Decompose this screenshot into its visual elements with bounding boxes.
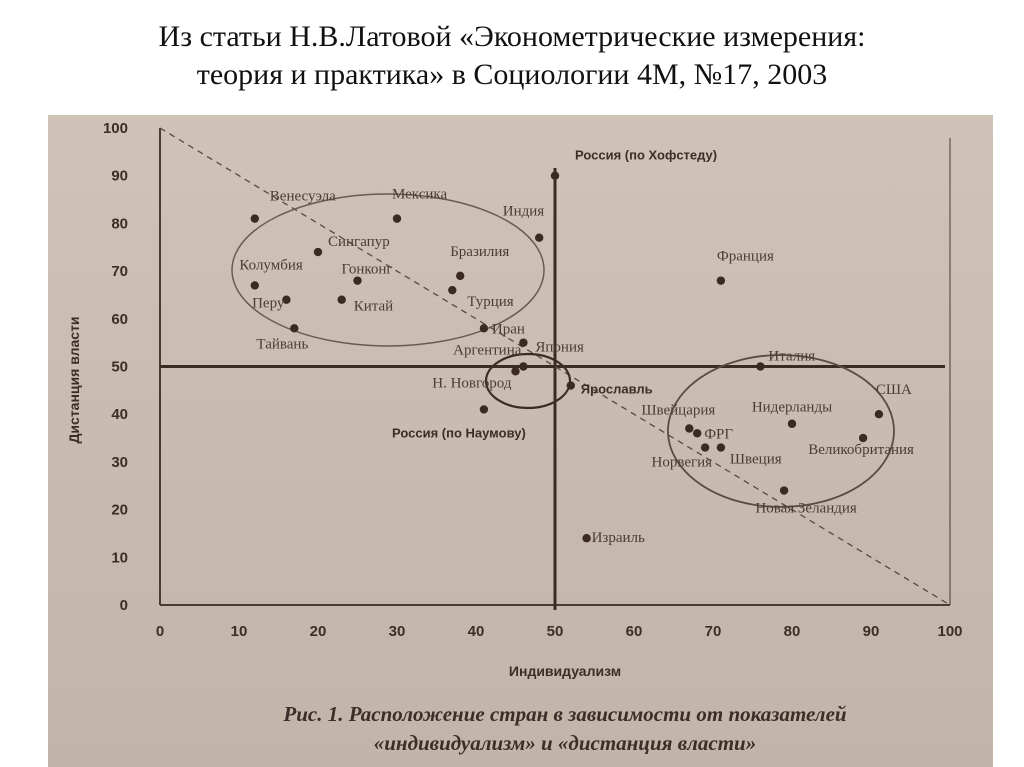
x-tick-label: 90 [863,623,880,640]
data-point-label: США [876,382,912,398]
data-point [582,534,591,543]
heading-line-2: теория и практика» в Социологии 4М, №17,… [196,58,828,91]
data-point [693,429,702,438]
data-point-label: Россия (по Хофстеду) [575,148,717,163]
data-point-label: Швеция [730,452,782,468]
data-point-label: Тайвань [256,336,308,352]
chart-photo-background [48,115,993,767]
data-point [290,324,299,333]
y-tick-label: 20 [111,502,128,519]
data-point [566,381,575,390]
y-tick-label: 10 [111,549,128,566]
data-point [716,443,726,452]
data-point [519,338,528,347]
data-point-label: Н. Новгород [432,375,512,391]
y-tick-label: 80 [111,215,128,232]
data-point [550,171,560,180]
data-point [779,486,789,495]
data-point-label: Великобритания [808,442,914,458]
y-tick-label: 50 [111,359,128,376]
data-point-label: Аргентина [453,343,522,359]
x-tick-label: 100 [937,623,962,640]
data-point-label: Иран [492,321,525,337]
data-point-label: Перу [252,296,285,312]
data-point-label: Китай [354,299,393,315]
x-tick-label: 70 [705,623,722,640]
data-point-label: Япония [535,340,584,356]
data-point [858,433,868,443]
caption-line-1: Рис. 1. Расположение стран в зависимости… [282,702,846,726]
y-tick-label: 60 [111,311,128,328]
data-point-label: Новая Зеландия [755,501,857,517]
x-tick-label: 0 [156,623,164,640]
data-point-label: Колумбия [239,257,302,273]
data-point-label: Италия [768,349,815,365]
data-point-label: Мексика [392,187,447,203]
data-point-label: Норвегия [652,455,713,471]
data-point [456,271,465,281]
data-point-label: Гонконг [342,262,393,278]
cluster-ellipse-russia [484,352,572,410]
data-point-label: Турция [467,294,513,310]
x-tick-label: 30 [389,623,406,640]
data-point [282,295,291,304]
y-tick-label: 30 [111,454,128,471]
y-axis-title: Дистанция власти [66,316,82,443]
data-point-label: Бразилия [450,244,509,260]
x-tick-label: 60 [626,623,643,640]
data-point [756,362,765,371]
data-point-label: Венесуэла [270,189,336,205]
data-point [313,247,323,257]
y-tick-label: 100 [103,120,128,137]
data-point-label: Нидерланды [752,400,832,416]
data-point [700,443,710,452]
x-tick-label: 40 [468,623,485,640]
data-point-label: Израиль [592,530,645,546]
data-point [353,276,362,285]
data-point [511,367,520,376]
data-point-label: Ярославль [581,382,653,397]
data-point [519,362,528,371]
cluster-ellipse-developing [231,193,545,347]
data-point [250,214,259,223]
caption-line-2: «индивидуализм» и «дистанция власти» [374,731,756,755]
y-tick-label: 0 [120,597,128,614]
data-point [874,410,884,419]
x-tick-label: 80 [784,623,801,640]
heading-line-1: Из статьи Н.В.Латовой «Эконометрические … [158,20,866,53]
data-point [250,281,259,290]
y-tick-label: 90 [111,168,128,185]
x-tick-label: 50 [547,623,564,640]
data-point [392,214,402,223]
data-point [479,405,489,414]
x-tick-label: 20 [310,623,327,640]
y-tick-label: 70 [111,263,128,280]
data-point-label: Индия [503,204,545,220]
data-point-label: Франция [717,249,774,265]
x-tick-label: 10 [231,623,248,640]
data-point-label: ФРГ [704,426,733,442]
data-point [448,285,457,295]
y-tick-label: 40 [111,406,128,423]
data-point [479,324,489,333]
data-point [716,276,726,285]
data-point-label: Швейцария [641,403,715,419]
data-point [787,419,797,428]
slide-heading: Из статьи Н.В.Латовой «Эконометрические … [0,18,1024,94]
data-point [535,233,544,242]
data-point-label: Россия (по Наумову) [392,425,526,440]
data-point [685,424,694,433]
data-point-label: Сингапур [328,234,390,250]
cluster-ellipse-western [667,354,895,508]
x-axis-title: Индивидуализм [509,663,621,679]
data-point [337,295,346,304]
